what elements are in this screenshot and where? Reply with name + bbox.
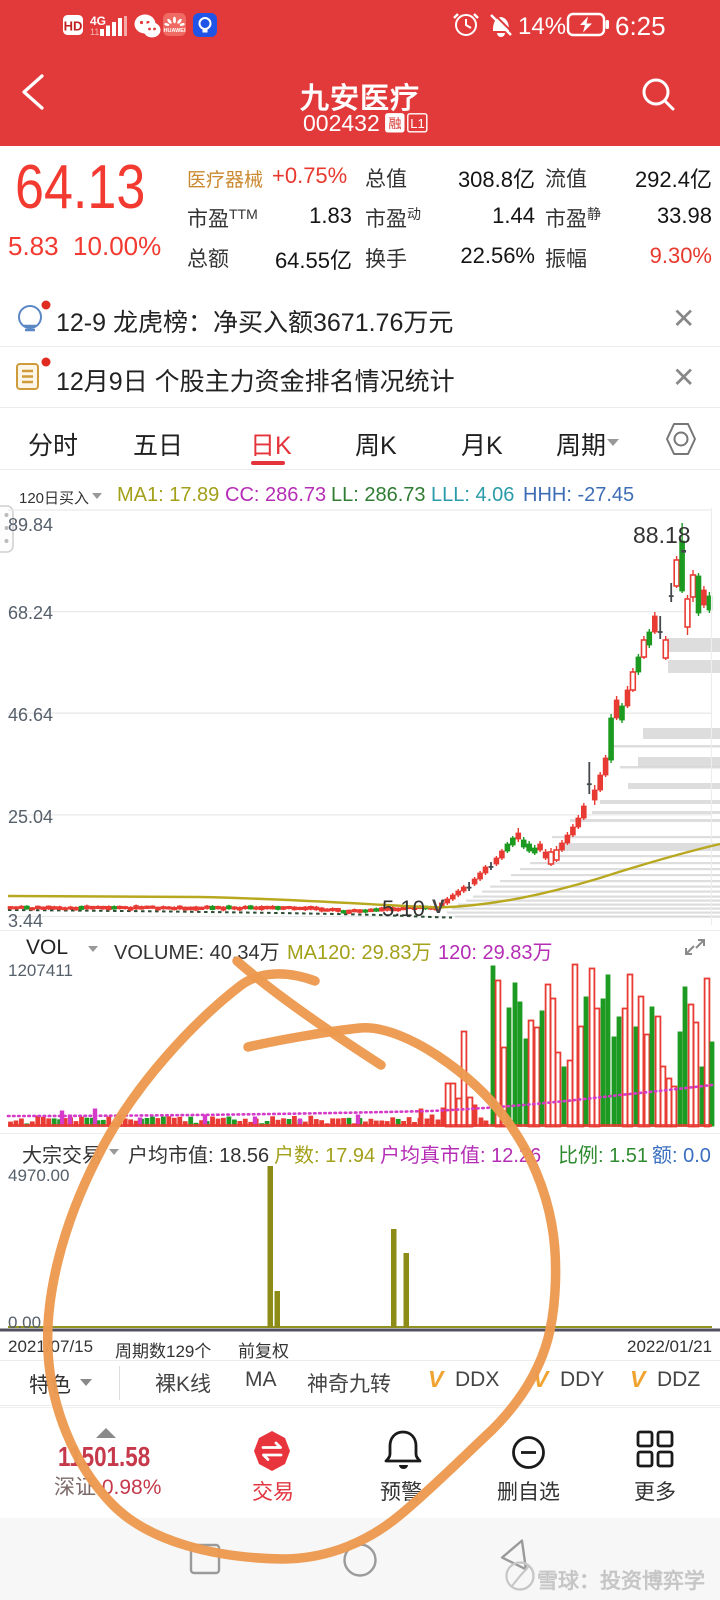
svg-text:14%: 14% [518,13,566,40]
svg-text:4G: 4G [90,14,106,28]
svg-text:融: 融 [388,116,401,131]
svg-text:HUAWEI: HUAWEI [164,28,186,34]
svg-text:11: 11 [90,27,99,37]
svg-text:HD: HD [64,19,83,34]
svg-text:L1: L1 [410,116,424,131]
svg-text:6:25: 6:25 [615,11,666,41]
